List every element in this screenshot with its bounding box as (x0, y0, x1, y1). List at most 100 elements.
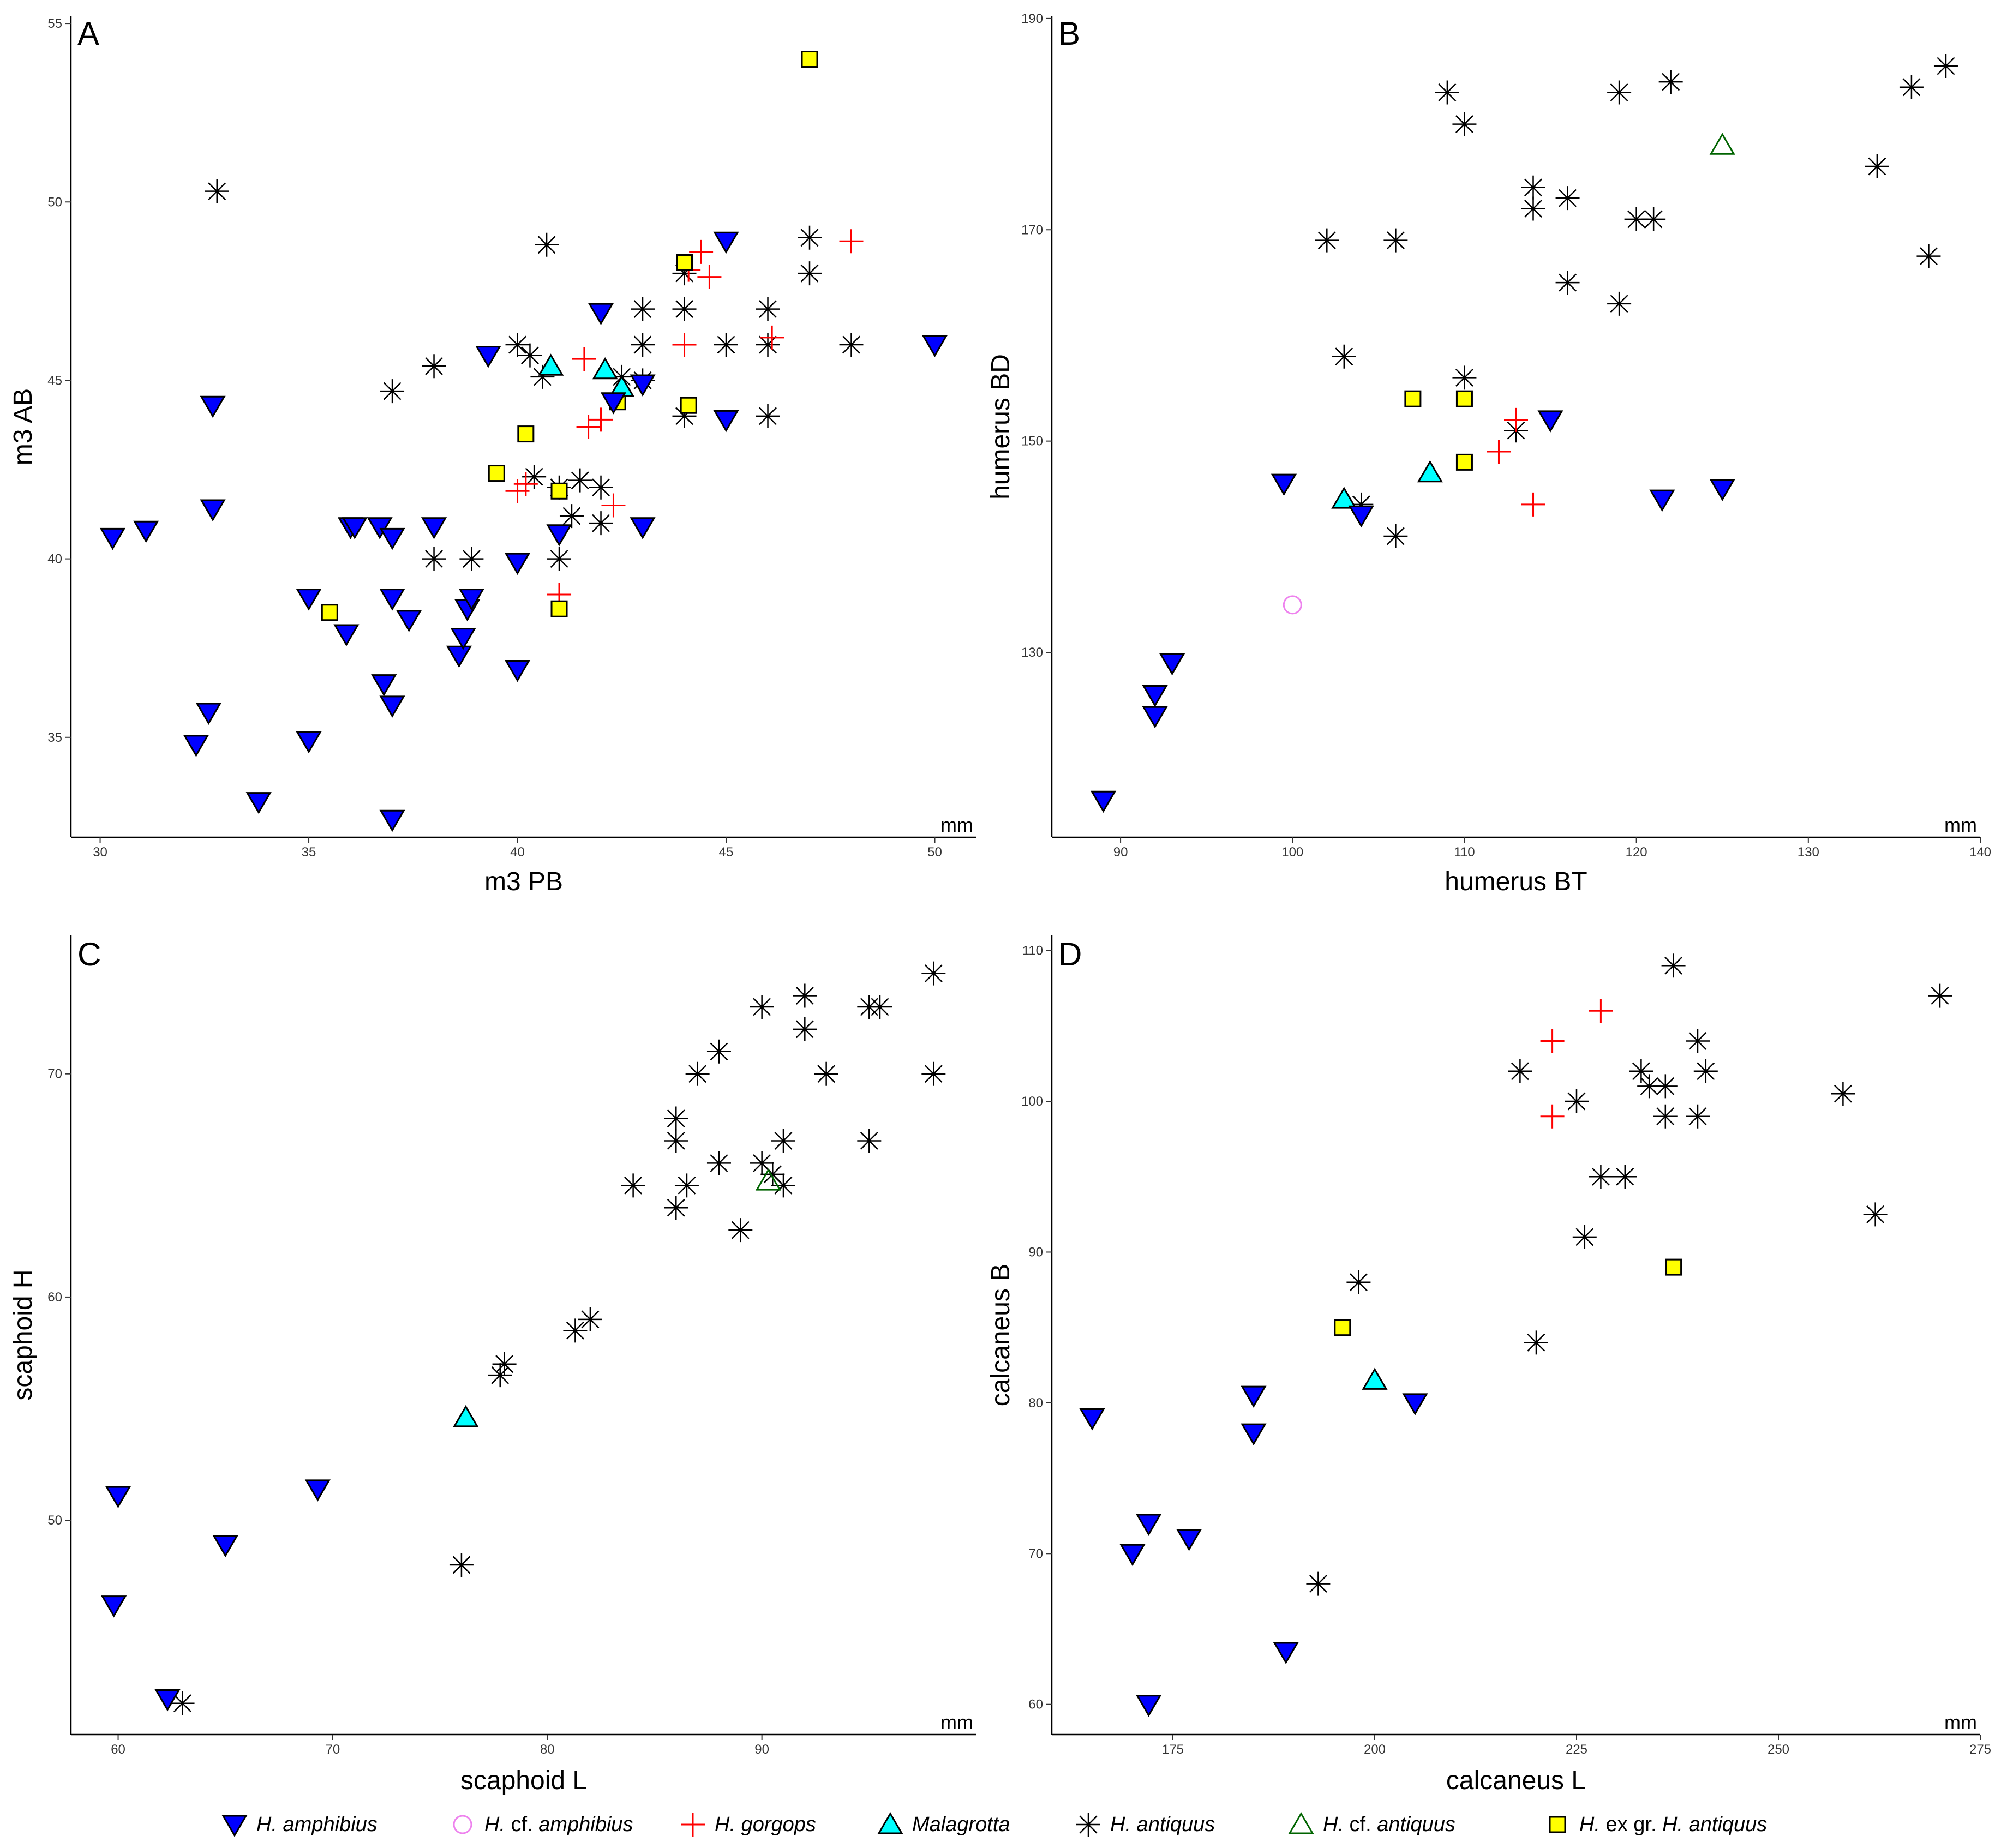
panel-b-y-tick-label: 170 (1021, 223, 1043, 237)
data-point (621, 1173, 645, 1198)
data-point (200, 395, 226, 418)
data-point (1306, 1571, 1331, 1596)
panel-c-x-tick-label: 60 (111, 1742, 125, 1757)
legend-item-antiquus: H. antiquus (1076, 1813, 1215, 1837)
data-point (99, 527, 126, 550)
data-point (1142, 706, 1168, 729)
panel-a-series-antiquus (205, 179, 864, 571)
panel-b-series-antiquus (1315, 54, 1958, 548)
panel-a-y-tick-label: 45 (47, 373, 62, 388)
panel-a-y-tick-label: 55 (47, 16, 62, 31)
data-point (756, 333, 780, 357)
data-point (1521, 196, 1545, 221)
data-point (1693, 1059, 1718, 1083)
panel-b-x-tick-label: 100 (1281, 845, 1303, 860)
data-point (1348, 505, 1374, 528)
data-point (1641, 207, 1666, 231)
data-point (1135, 1514, 1162, 1536)
data-point (664, 1106, 688, 1131)
panel-d-letter: D (1058, 936, 1082, 973)
panels: 30 35 40 45 50 35 40 45 50 55 Amm m3 PB m3 AB 90 100 11… (9, 11, 1991, 1795)
legend-label: H. antiquus (1110, 1813, 1215, 1836)
data-point (170, 1691, 195, 1715)
data-point (212, 1535, 238, 1558)
panel-d-x-tick-label: 200 (1364, 1742, 1386, 1757)
panel-a-y-tick-label: 40 (47, 552, 62, 567)
panel-b-series-gorgops (1487, 407, 1545, 517)
panel-d-x-tick-label: 175 (1162, 1742, 1184, 1757)
data-point (296, 589, 322, 611)
data-point (342, 517, 368, 539)
legend-marker (681, 1813, 705, 1837)
data-point (450, 628, 476, 650)
data-point (1241, 1423, 1267, 1446)
data-point (697, 265, 722, 289)
data-point (1241, 1385, 1267, 1408)
data-point (530, 364, 555, 389)
data-point (1331, 487, 1357, 509)
panel-b-y-tick-label: 130 (1021, 645, 1043, 660)
legend-item-gorgops: H. gorgops (681, 1813, 816, 1837)
panel-d-y-tick-label: 100 (1021, 1094, 1043, 1109)
data-point (1283, 595, 1302, 615)
data-point (475, 346, 501, 368)
data-point (200, 499, 226, 521)
panel-c-letter: C (77, 936, 101, 973)
data-point (1653, 1104, 1678, 1129)
data-point (1928, 983, 1952, 1008)
data-point (559, 504, 584, 529)
data-point (1899, 75, 1924, 99)
panel-c: 60 70 80 90 50 60 70 Cmm scaphoid L scaphoid H (9, 935, 976, 1795)
data-point (600, 392, 627, 415)
data-point (1607, 80, 1632, 105)
data-point (492, 1352, 517, 1376)
panel-d-series-exgr (1334, 1258, 1682, 1336)
data-point (183, 735, 209, 757)
data-point (550, 600, 568, 617)
data-point (488, 465, 505, 482)
data-point (1916, 244, 1941, 268)
data-point (518, 343, 542, 368)
panel-a: 30 35 40 45 50 35 40 45 50 55 Amm m3 PB m3 AB (9, 15, 976, 896)
data-point (453, 1405, 479, 1427)
legend-label: H. gorgops (715, 1813, 816, 1836)
data-point (504, 659, 531, 682)
data-point (449, 1552, 474, 1577)
data-point (1709, 479, 1735, 501)
data-point (814, 1061, 838, 1086)
data-point (522, 465, 547, 489)
data-point (1176, 1529, 1202, 1551)
legend-item-exgr: H. ex gr. H. antiquus (1549, 1813, 1767, 1836)
panel-c-unit-label: mm (940, 1711, 973, 1733)
data-point (1273, 1642, 1299, 1664)
data-point (1521, 175, 1545, 200)
data-point (563, 1318, 588, 1343)
data-point (1524, 1330, 1548, 1355)
panel-b-x-tick-label: 120 (1626, 845, 1647, 860)
data-point (333, 624, 360, 646)
legend-label: H. cf. amphibius (484, 1813, 633, 1836)
panel-d-y-tick-label: 90 (1028, 1245, 1043, 1259)
data-point (505, 333, 530, 357)
data-point (459, 547, 484, 571)
data-point (756, 297, 780, 321)
panel-a-series-exgr (321, 51, 818, 621)
data-point (422, 547, 446, 571)
data-point (1079, 1408, 1105, 1431)
data-point (706, 1039, 731, 1064)
data-point (422, 354, 446, 379)
data-point (379, 695, 405, 718)
data-point (921, 961, 946, 986)
panel-a-x-tick-label: 30 (93, 845, 107, 860)
data-point (379, 589, 405, 611)
panel-a-x-tick-label: 50 (927, 845, 942, 860)
data-point (535, 232, 559, 257)
data-point (1404, 390, 1422, 407)
data-point (592, 357, 618, 380)
data-point (1661, 953, 1686, 978)
data-point (1658, 70, 1683, 94)
panel-c-x-tick-label: 70 (326, 1742, 340, 1757)
data-point (1555, 271, 1580, 295)
panel-c-y-tick-label: 60 (47, 1290, 62, 1305)
panel-d-series-amphibius (1079, 1385, 1428, 1717)
